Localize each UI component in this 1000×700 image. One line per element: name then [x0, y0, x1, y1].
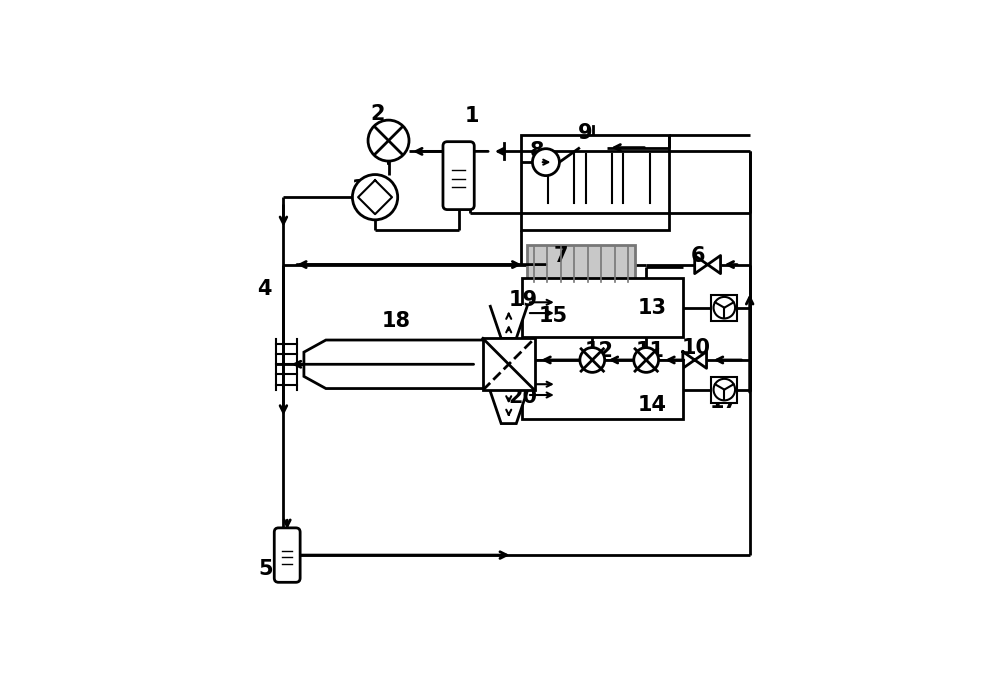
Text: 8: 8 — [530, 141, 544, 162]
Text: 9: 9 — [578, 122, 593, 143]
Text: 7: 7 — [554, 246, 568, 267]
Bar — [711, 377, 737, 402]
Bar — [522, 278, 683, 337]
Text: 19: 19 — [509, 290, 538, 309]
Bar — [483, 338, 535, 390]
Circle shape — [352, 174, 398, 220]
Text: 13: 13 — [638, 298, 667, 318]
Text: 20: 20 — [509, 386, 538, 407]
Circle shape — [580, 348, 605, 372]
Text: 3: 3 — [352, 179, 366, 199]
Bar — [527, 244, 635, 285]
Circle shape — [532, 148, 559, 176]
FancyBboxPatch shape — [443, 141, 474, 209]
Text: 6: 6 — [691, 246, 706, 267]
Circle shape — [634, 348, 659, 372]
Text: 10: 10 — [681, 338, 710, 358]
Text: 5: 5 — [258, 559, 273, 579]
Polygon shape — [490, 390, 528, 424]
Text: 17: 17 — [709, 392, 738, 412]
Polygon shape — [490, 305, 528, 338]
Circle shape — [714, 297, 735, 319]
Text: 11: 11 — [635, 341, 664, 360]
Bar — [522, 360, 683, 419]
Polygon shape — [304, 340, 487, 388]
Circle shape — [368, 120, 409, 161]
Text: 2: 2 — [371, 104, 385, 124]
Bar — [711, 295, 737, 321]
Text: 15: 15 — [538, 306, 567, 326]
Text: 14: 14 — [638, 395, 667, 414]
FancyBboxPatch shape — [274, 528, 300, 582]
Text: 16: 16 — [709, 295, 738, 315]
Text: 4: 4 — [257, 279, 272, 299]
Text: 12: 12 — [584, 341, 613, 360]
Circle shape — [714, 379, 735, 400]
Bar — [521, 135, 669, 230]
Text: 18: 18 — [382, 312, 411, 331]
Text: 1: 1 — [465, 106, 479, 126]
